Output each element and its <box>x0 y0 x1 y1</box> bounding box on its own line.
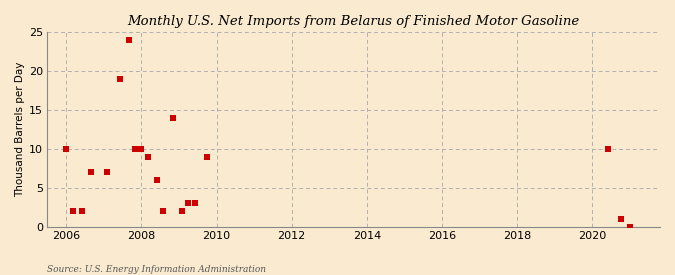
Point <box>190 201 200 205</box>
Text: Source: U.S. Energy Information Administration: Source: U.S. Energy Information Administ… <box>47 265 266 274</box>
Point <box>177 209 188 213</box>
Point <box>124 37 134 42</box>
Point <box>615 217 626 221</box>
Point <box>130 147 140 151</box>
Point <box>158 209 169 213</box>
Point <box>202 154 213 159</box>
Title: Monthly U.S. Net Imports from Belarus of Finished Motor Gasoline: Monthly U.S. Net Imports from Belarus of… <box>128 15 580 28</box>
Point <box>86 170 97 174</box>
Point <box>61 147 72 151</box>
Point <box>136 147 146 151</box>
Point <box>152 178 163 182</box>
Point <box>114 76 125 81</box>
Point <box>624 224 635 229</box>
Point <box>68 209 78 213</box>
Point <box>603 147 614 151</box>
Y-axis label: Thousand Barrels per Day: Thousand Barrels per Day <box>15 62 25 197</box>
Point <box>183 201 194 205</box>
Point <box>142 154 153 159</box>
Point <box>167 116 178 120</box>
Point <box>77 209 88 213</box>
Point <box>101 170 112 174</box>
